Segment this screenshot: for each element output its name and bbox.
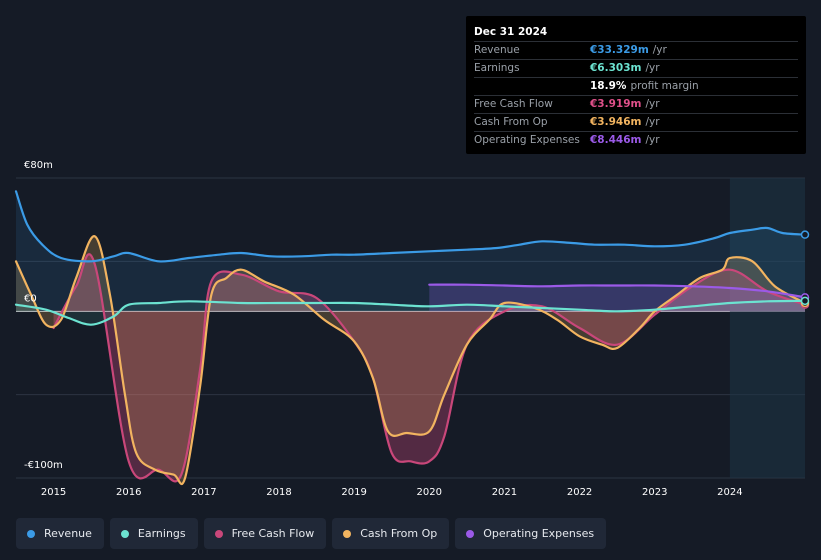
legend-label: Earnings — [137, 527, 186, 540]
tooltip-unit: /yr — [645, 62, 660, 74]
tooltip-label: Free Cash Flow — [474, 98, 553, 110]
free-cash-flow-area — [53, 254, 806, 482]
x-tick-label: 2021 — [492, 487, 517, 498]
tooltip-row-profit-margin: 18.9% profit margin — [474, 77, 798, 95]
tooltip-date: Dec 31 2024 — [474, 26, 548, 38]
tooltip-row-cash-from-op: Cash From Op €3.946m /yr — [474, 113, 798, 131]
tooltip: Dec 31 2024 Revenue €33.329m /yr Earning… — [466, 16, 806, 154]
tooltip-unit: profit margin — [630, 80, 699, 92]
tooltip-value: 18.9% — [590, 80, 627, 92]
tooltip-unit: /yr — [645, 134, 660, 146]
x-tick-label: 2015 — [41, 487, 66, 498]
legend-dot-icon — [343, 529, 352, 538]
series-lines — [14, 190, 807, 485]
legend-label: Cash From Op — [360, 527, 438, 540]
fill-areas — [16, 191, 806, 485]
legend-item-operating-expenses[interactable]: Operating Expenses — [455, 518, 607, 549]
legend-item-earnings[interactable]: Earnings — [109, 518, 198, 549]
tooltip-value: €33.329m — [590, 44, 649, 56]
legend-dot-icon — [214, 529, 223, 538]
tooltip-row-revenue: Revenue €33.329m /yr — [474, 41, 798, 59]
cash-from-op-line — [14, 235, 807, 485]
tooltip-value: €3.946m — [590, 116, 642, 128]
tooltip-label: Operating Expenses — [474, 134, 580, 146]
revenue-area — [16, 191, 805, 312]
grid-lines — [16, 177, 805, 479]
x-tick-label: 2022 — [567, 487, 592, 498]
tooltip-label: Cash From Op — [474, 116, 548, 128]
x-tick-label: 2020 — [417, 487, 442, 498]
legend-item-revenue[interactable]: Revenue — [16, 518, 104, 549]
y-axis-labels: €80m €0 -€100m — [24, 160, 63, 471]
x-tick-label: 2019 — [341, 487, 366, 498]
y-tick-label: €0 — [24, 293, 37, 304]
legend-dot-icon — [466, 529, 475, 538]
legend-item-cash-from-op[interactable]: Cash From Op — [332, 518, 450, 549]
legend-label: Revenue — [44, 527, 92, 540]
x-axis-labels: 2015 2016 2017 2018 2019 2020 2021 2022 2023 2024 — [41, 487, 743, 498]
operating-expenses-line — [428, 283, 807, 299]
tooltip-value: €6.303m — [590, 62, 642, 74]
tooltip-label: Revenue — [474, 44, 520, 56]
tooltip-unit: /yr — [645, 116, 660, 128]
tooltip-label: Earnings — [474, 62, 520, 74]
legend-label: Operating Expenses — [483, 527, 595, 540]
revenue-endpoint — [800, 230, 810, 239]
cash-from-op-area — [16, 236, 805, 485]
x-tick-label: 2018 — [266, 487, 291, 498]
legend-item-free-cash-flow[interactable]: Free Cash Flow — [203, 518, 327, 549]
x-tick-label: 2017 — [191, 487, 216, 498]
tooltip-row-earnings: Earnings €6.303m /yr — [474, 59, 798, 77]
x-tick-label: 2023 — [642, 487, 667, 498]
x-tick-label: 2016 — [116, 487, 141, 498]
tooltip-label — [474, 78, 590, 95]
tooltip-value: €8.446m — [590, 134, 642, 146]
earnings-line — [14, 299, 807, 326]
forecast-highlight-band — [729, 178, 805, 478]
x-tick-label: 2024 — [717, 487, 742, 498]
tooltip-unit: /yr — [652, 44, 667, 56]
legend: Revenue Earnings Free Cash Flow Cash Fro… — [16, 518, 607, 549]
legend-dot-icon — [27, 529, 35, 538]
series-endpoints — [800, 230, 810, 309]
legend-dot-icon — [120, 529, 129, 538]
y-tick-label: -€100m — [24, 460, 63, 471]
revenue-line — [14, 190, 807, 263]
earnings-area — [16, 300, 805, 325]
tooltip-unit: /yr — [645, 98, 660, 110]
tooltip-row-operating-expenses: Operating Expenses €8.446m /yr — [474, 131, 798, 149]
tooltip-row-free-cash-flow: Free Cash Flow €3.919m /yr — [474, 95, 798, 113]
y-tick-label: €80m — [24, 160, 53, 171]
legend-label: Free Cash Flow — [231, 527, 315, 540]
earnings-endpoint — [800, 296, 810, 306]
tooltip-value: €3.919m — [590, 98, 642, 110]
